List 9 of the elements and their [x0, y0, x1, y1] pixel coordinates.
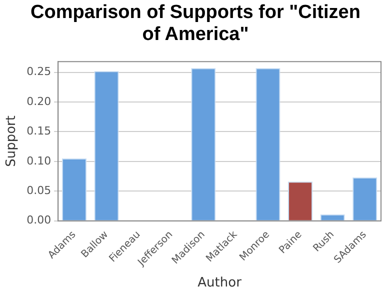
- chart-title: Comparison of Supports for "Citizen of America": [30, 1, 362, 47]
- y-tick-label: 0.15: [26, 124, 52, 138]
- x-axis-title: Author: [198, 276, 242, 291]
- y-tick-label: 0.00: [26, 214, 52, 227]
- y-tick-label: 0.20: [26, 94, 52, 108]
- y-tick-label: 0.25: [26, 65, 52, 78]
- y-tick-label: 0.05: [26, 184, 52, 198]
- y-tick-label: 0.10: [26, 154, 52, 168]
- y-axis-title: Support: [4, 116, 20, 167]
